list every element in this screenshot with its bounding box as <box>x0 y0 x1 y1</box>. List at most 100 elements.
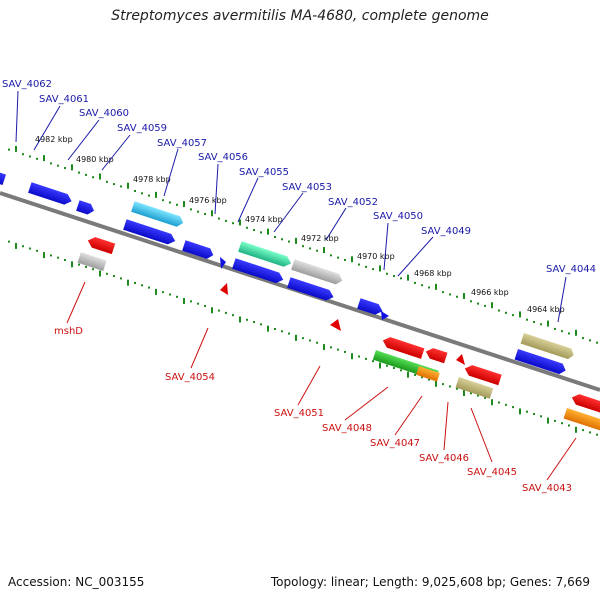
gene-label[interactable]: SAV_4056 <box>198 152 248 163</box>
reverse-leader-lines <box>66 281 577 481</box>
gene-arrow[interactable] <box>514 349 568 376</box>
major-tick <box>463 390 465 397</box>
minor-tick <box>386 364 388 367</box>
minor-tick <box>8 240 10 243</box>
gene-label[interactable]: SAV_4060 <box>79 108 129 119</box>
gene-label[interactable]: SAV_4043 <box>522 483 572 494</box>
minor-tick <box>29 247 31 250</box>
minor-tick <box>281 238 283 241</box>
gene-arrow[interactable] <box>570 392 600 414</box>
major-tick <box>99 173 101 180</box>
gene-arrow[interactable] <box>456 354 465 365</box>
gene-arrow[interactable] <box>76 200 96 216</box>
gene-label[interactable]: SAV_4055 <box>239 167 289 178</box>
minor-tick <box>197 302 199 305</box>
major-tick <box>491 399 493 406</box>
gene-label[interactable]: SAV_4059 <box>117 123 167 134</box>
reverse-gene-labels: mshD SAV_4054 SAV_4051 SAV_4048 SAV_4047… <box>54 326 572 494</box>
minor-tick <box>393 275 395 278</box>
gene-arrow[interactable] <box>424 346 448 364</box>
gene-label[interactable]: SAV_4053 <box>282 182 332 193</box>
minor-tick <box>596 433 598 436</box>
major-tick <box>211 210 213 217</box>
minor-tick <box>330 254 332 257</box>
gene-arrow[interactable] <box>86 235 116 255</box>
gene-arrow[interactable] <box>131 201 185 228</box>
gene-arrow[interactable] <box>381 311 389 320</box>
gene-arrow[interactable] <box>416 366 440 382</box>
minor-tick <box>134 189 136 192</box>
gene-arrow[interactable] <box>238 241 293 268</box>
major-tick <box>351 353 353 360</box>
minor-tick <box>92 268 94 271</box>
minor-tick <box>302 245 304 248</box>
gene-label[interactable]: SAV_4050 <box>373 211 423 222</box>
gene-label[interactable]: SAV_4048 <box>322 423 372 434</box>
minor-tick <box>176 295 178 298</box>
minor-tick <box>337 256 339 259</box>
scale-label: 4972 kbp <box>301 234 339 243</box>
minor-tick <box>288 240 290 243</box>
minor-tick <box>57 256 59 259</box>
gene-arrow[interactable] <box>520 333 576 360</box>
minor-tick <box>344 350 346 353</box>
minor-tick <box>337 348 339 351</box>
minor-tick <box>162 199 164 202</box>
gene-arrow[interactable] <box>123 219 177 246</box>
gene-label[interactable]: SAV_4061 <box>39 94 89 105</box>
minor-tick <box>113 275 115 278</box>
scale-label: 4980 kbp <box>76 155 114 164</box>
gene-label[interactable]: SAV_4047 <box>370 438 420 449</box>
minor-tick <box>358 263 360 266</box>
minor-tick <box>470 300 472 303</box>
gene-arrow[interactable] <box>563 407 600 431</box>
gene-arrow[interactable] <box>291 259 344 286</box>
gene-label[interactable]: SAV_4057 <box>157 138 207 149</box>
minor-tick <box>540 415 542 418</box>
major-tick <box>547 320 549 327</box>
major-tick <box>127 279 129 286</box>
gene-label[interactable]: SAV_4051 <box>274 408 324 419</box>
major-tick <box>407 274 409 281</box>
gene-arrow[interactable] <box>357 298 384 316</box>
minor-tick <box>421 376 423 379</box>
minor-tick <box>232 314 234 317</box>
gene-arrow[interactable] <box>330 319 341 331</box>
gene-arrow[interactable] <box>182 240 215 260</box>
major-tick <box>239 219 241 226</box>
minor-tick <box>344 258 346 261</box>
gene-label[interactable]: mshD <box>54 326 83 337</box>
gene-arrow[interactable] <box>463 363 502 386</box>
gene-arrow[interactable] <box>220 283 228 295</box>
gene-arrow[interactable] <box>455 376 494 399</box>
minor-tick <box>78 171 80 174</box>
minor-tick <box>36 249 38 252</box>
gene-arrow[interactable] <box>77 252 107 272</box>
major-tick <box>295 237 297 244</box>
major-tick <box>519 311 521 318</box>
gene-label[interactable]: SAV_4054 <box>165 372 215 383</box>
gene-label[interactable]: SAV_4049 <box>421 226 471 237</box>
minor-tick <box>589 431 591 434</box>
minor-tick <box>400 277 402 280</box>
gene-arrow[interactable] <box>287 277 335 302</box>
minor-tick <box>498 309 500 312</box>
gene-arrow[interactable] <box>232 258 285 285</box>
gene-arrow[interactable] <box>28 182 73 206</box>
minor-tick <box>428 286 430 289</box>
gene-label[interactable]: SAV_4045 <box>467 467 517 478</box>
gene-label[interactable]: SAV_4062 <box>2 79 52 90</box>
minor-tick <box>484 396 486 399</box>
gene-label[interactable]: SAV_4052 <box>328 197 378 208</box>
minor-tick <box>596 341 598 344</box>
gene-label[interactable]: SAV_4044 <box>546 264 596 275</box>
minor-tick <box>141 284 143 287</box>
minor-tick <box>372 268 374 271</box>
gene-arrow[interactable] <box>220 257 226 269</box>
forward-strand-features <box>0 170 576 376</box>
gene-label[interactable]: SAV_4046 <box>419 453 469 464</box>
minor-tick <box>148 194 150 197</box>
gene-arrow[interactable] <box>381 335 425 359</box>
minor-tick <box>449 293 451 296</box>
